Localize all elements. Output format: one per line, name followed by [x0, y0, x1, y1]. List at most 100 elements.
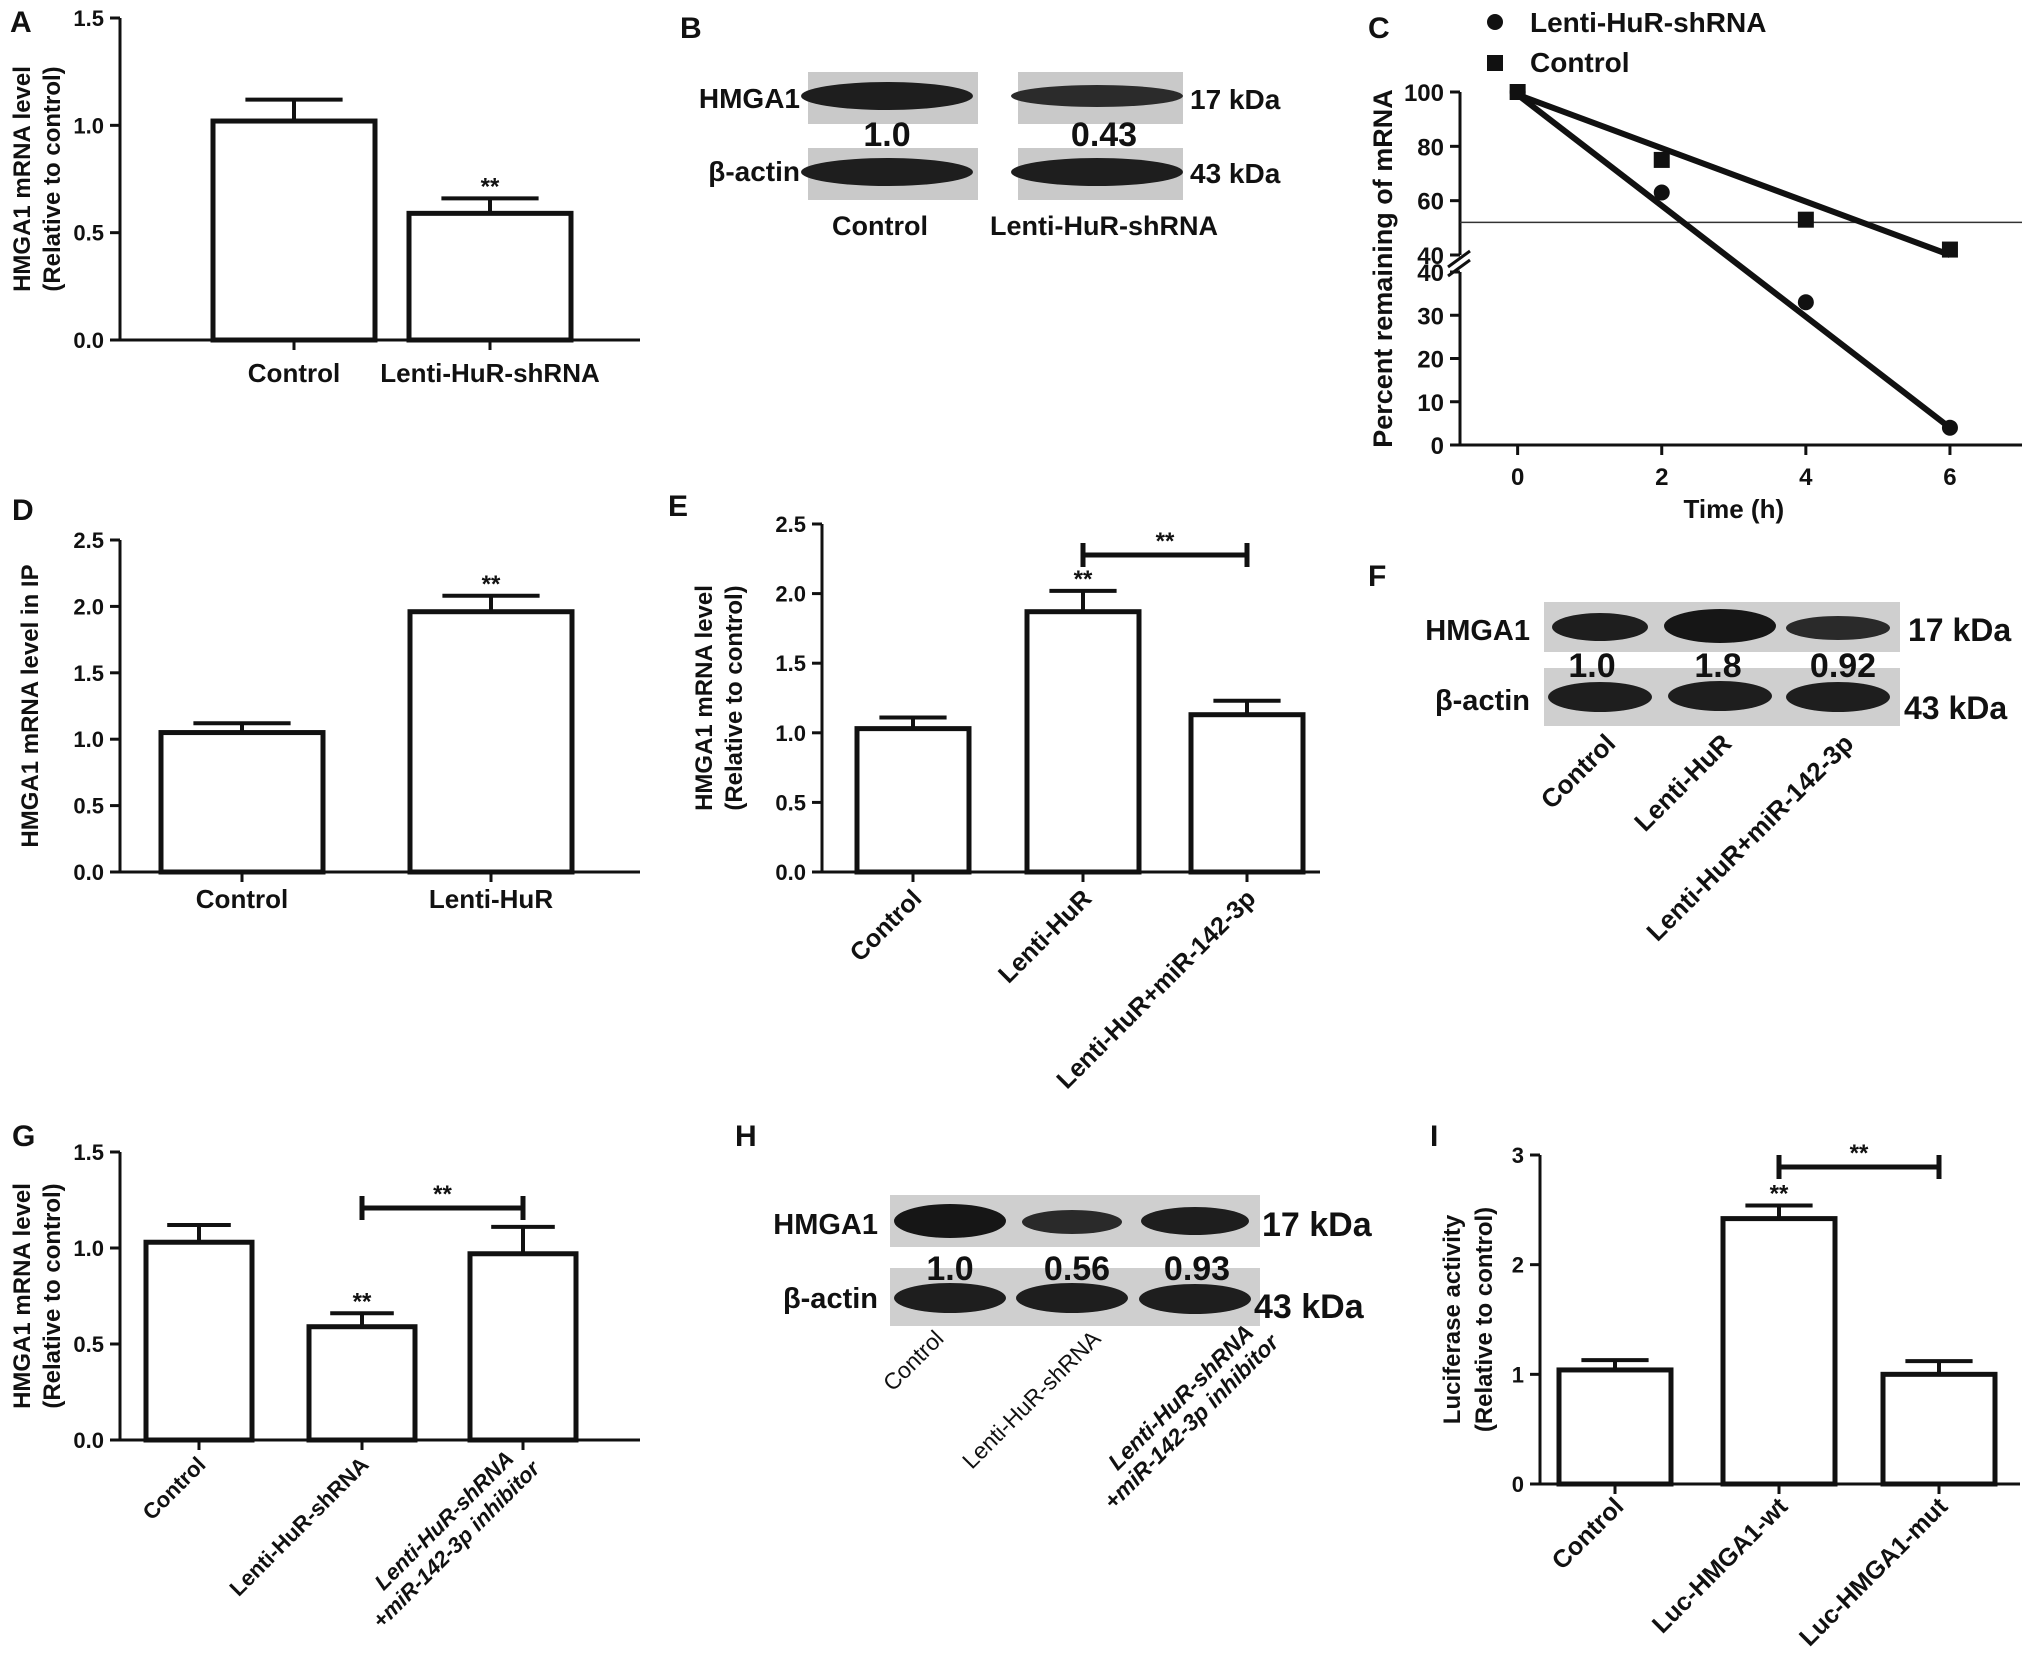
blot-b-size-label: 17 kDa [1190, 84, 1281, 115]
blot-h-ratio: 0.93 [1164, 1250, 1230, 1288]
blot-f-band [1668, 681, 1772, 711]
y-tick-label: 1.5 [73, 1140, 104, 1165]
y-axis-label: HMGA1 mRNA level in IP [17, 564, 44, 847]
y-tick-label: 1 [1512, 1362, 1524, 1387]
bar [1024, 609, 1142, 875]
bar [306, 1324, 418, 1443]
blot-h-band [894, 1204, 1006, 1238]
y-tick-label: 2.0 [73, 594, 104, 619]
blot-h-band [1022, 1210, 1122, 1234]
y-axis-label: Percent remaining of mRNA [1368, 89, 1398, 448]
blot-f-ratio: 1.0 [1568, 647, 1615, 685]
blot-h-lane-label: +miR-142-3p inhibitor [1098, 1328, 1284, 1514]
blot-b-row-label: HMGA1 [699, 83, 800, 114]
x-tick-label: Lenti-HuR [993, 884, 1097, 988]
panel-letter-f: F [1368, 560, 1386, 593]
data-point [1653, 184, 1670, 201]
chart-c: 40 60 80 100 0 10 20 30 40 0 2 4 6 Time (h) Percent re… [1368, 7, 2022, 524]
y-axis-label: (Relative to control) [721, 585, 748, 810]
blot-b-row-label: β-actin [708, 156, 800, 187]
blot-h-lane-label: Lenti-HuR-shRNA [957, 1325, 1106, 1474]
blot-h-size-label: 43 kDa [1254, 1288, 1365, 1326]
y-axis-label: (Relative to control) [39, 66, 66, 291]
x-tick-label: Control [845, 884, 928, 967]
y-tick-label: 1.0 [73, 1236, 104, 1261]
blot-b-ratio: 1.0 [863, 116, 910, 154]
y-tick-label: 1.5 [775, 651, 806, 676]
legend-label: Control [1530, 47, 1630, 78]
chart-i: 0 1 2 3 Luciferase activity (Relative to cont… [1439, 1140, 2020, 1652]
x-tick-label: Lenti-HuR-shRNA [380, 358, 600, 388]
panel-letter-b: B [680, 12, 702, 45]
y-tick-label: 0 [1431, 433, 1444, 460]
panel-letter-i: I [1430, 1120, 1438, 1153]
y-axis-label: HMGA1 mRNA level [9, 66, 36, 292]
blot-f-row-label: HMGA1 [1425, 615, 1530, 647]
panel-letter-d: D [12, 494, 34, 527]
y-axis-label: (Relative to control) [1471, 1207, 1498, 1432]
bar [1556, 1367, 1674, 1487]
y-tick-label: 0.5 [775, 790, 806, 815]
fit-line [1515, 92, 1952, 431]
bar [467, 1251, 579, 1443]
y-tick-label: 0.0 [73, 328, 104, 353]
blot-f-lane-label: Lenti-HuR+miR-142-3p [1640, 728, 1859, 947]
blot-f-row-label: β-actin [1435, 685, 1530, 717]
bar [143, 1239, 255, 1443]
y-tick-label: 1.5 [73, 661, 104, 686]
x-tick-label: Control [138, 1452, 211, 1525]
significance-mark: ** [482, 571, 501, 598]
y-tick-label: 2.5 [775, 512, 806, 537]
legend-marker [1487, 14, 1503, 30]
data-point [1941, 419, 1958, 436]
blot-f-ratio: 0.92 [1810, 647, 1876, 685]
significance-mark: ** [1074, 566, 1093, 593]
blot-f-band [1552, 613, 1648, 641]
significance-mark: ** [433, 1181, 452, 1208]
significance-mark: ** [481, 173, 500, 200]
y-tick-label: 0.5 [73, 794, 104, 819]
blot-b-lane-label: Lenti-HuR-shRNA [990, 211, 1218, 241]
chart-d: 0.0 0.5 1.0 1.5 2.0 2.5 HMGA1 mRNA level in IP… [17, 528, 640, 914]
y-tick-label: 0.0 [775, 860, 806, 885]
blot-h: HMGA1 β-actin 17 kDa 43 kDa 1.0 0.56 0.9… [773, 1195, 1373, 1514]
blot-f-lane-label: Lenti-HuR [1628, 728, 1737, 837]
x-tick-label: 0 [1511, 464, 1524, 491]
chart-e: 0.0 0.5 1.0 1.5 2.0 2.5 HMGA1 mRNA level (Relat… [691, 512, 1320, 1094]
x-tick-label: +miR-142-3p inhibitor [367, 1455, 545, 1633]
blot-b-band [1011, 158, 1183, 186]
blot-b-band [1011, 85, 1183, 107]
data-point [1941, 241, 1958, 258]
bar [210, 118, 378, 343]
x-tick-label: Control [248, 358, 340, 388]
blot-f-band [1664, 609, 1776, 643]
y-tick-label: 1.5 [73, 6, 104, 31]
x-axis-label: Time (h) [1683, 494, 1784, 524]
blot-h-lane-label: Lenti-HuR-shRNA [1103, 1319, 1259, 1475]
bar [1880, 1371, 1998, 1487]
y-tick-label: 80 [1417, 134, 1444, 161]
y-tick-label: 10 [1417, 390, 1444, 417]
panel-letter-c: C [1368, 12, 1390, 45]
y-tick-label: 1.0 [775, 721, 806, 746]
x-tick-label: Luc-HMGA1-mut [1794, 1492, 1954, 1652]
blot-h-band [894, 1283, 1006, 1313]
y-axis-label: (Relative to control) [39, 1183, 66, 1408]
y-tick-label: 30 [1417, 303, 1444, 330]
panel-letter-h: H [735, 1120, 757, 1153]
blot-b-ratio: 0.43 [1071, 116, 1137, 154]
y-axis-label: HMGA1 mRNA level [9, 1183, 36, 1409]
y-tick-label: 0.5 [73, 221, 104, 246]
chart-g: 0.0 0.5 1.0 1.5 HMGA1 mRNA level (Relative to… [9, 1140, 640, 1633]
x-tick-label: Lenti-HuR-shRNA [225, 1452, 374, 1601]
blot-b-size-label: 43 kDa [1190, 158, 1281, 189]
blot-f-band [1548, 682, 1652, 712]
significance-mark: ** [1850, 1140, 1869, 1167]
blot-h-band [1141, 1207, 1249, 1235]
y-axis-label: Luciferase activity [1439, 1214, 1466, 1424]
y-tick-label: 1.0 [73, 113, 104, 138]
y-tick-label: 0 [1512, 1472, 1524, 1497]
blot-f-size-label: 43 kDa [1904, 690, 2007, 726]
x-tick-label: 2 [1655, 464, 1668, 491]
